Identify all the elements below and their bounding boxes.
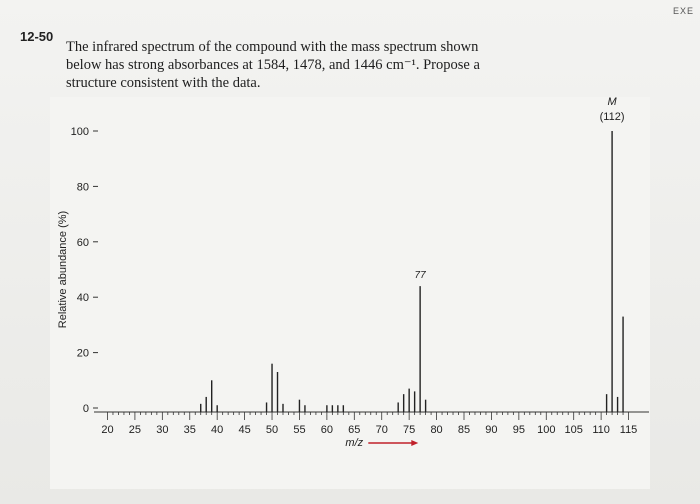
labels-group: 77 M (112) — [415, 96, 625, 281]
y-tick-label: 60 — [77, 237, 89, 249]
x-axis-label: m/z — [345, 437, 363, 449]
peak-annotation: M — [608, 97, 618, 108]
y-tick-label: 20 — [77, 348, 89, 360]
x-tick-label: 110 — [592, 424, 610, 436]
y-tick-label: 40 — [77, 292, 89, 304]
problem-line: The infrared spectrum of the compound wi… — [66, 39, 479, 55]
peak-annotation-sub: (112) — [600, 111, 625, 123]
y-tick-label: 100 — [71, 126, 89, 138]
x-tick-label: 35 — [184, 424, 196, 436]
axes-group: 0 20 40 60 80 100 Relative abundance (%) 20 25 30… — [57, 126, 649, 449]
x-tick-label: 70 — [376, 424, 388, 436]
x-tick-label: 25 — [129, 424, 141, 436]
x-axis-arrowhead — [411, 440, 419, 446]
x-tick-label: 55 — [293, 424, 305, 436]
x-tick-label: 90 — [485, 424, 497, 436]
corner-label: EXE — [672, 6, 694, 16]
y-tick-label: 80 — [77, 181, 89, 193]
x-tick-label: 80 — [430, 424, 442, 436]
x-tick-label: 85 — [458, 424, 470, 436]
problem-line: below has strong absorbances at 1584, 14… — [66, 57, 480, 73]
x-tick-label: 95 — [513, 424, 525, 436]
x-tick-label: 30 — [156, 424, 168, 436]
x-tick-label: 45 — [238, 424, 250, 436]
y-axis-label: Relative abundance (%) — [57, 211, 69, 328]
x-tick-label: 100 — [537, 424, 555, 436]
problem-number: 12-50 — [20, 29, 54, 44]
x-tick-label: 20 — [101, 424, 113, 436]
peak-annotation: 77 — [415, 270, 427, 281]
peaks-group — [200, 131, 624, 412]
x-tick-label: 75 — [403, 424, 415, 436]
y-tick-label: 0 — [83, 403, 89, 415]
x-tick-label: 115 — [620, 424, 638, 436]
problem-statement: The infrared spectrum of the compound wi… — [66, 38, 606, 92]
x-tick-label: 105 — [565, 424, 583, 436]
mass-spectrum-svg: 0 20 40 60 80 100 Relative abundance (%) 20 25 30… — [57, 96, 649, 449]
x-tick-label: 50 — [266, 424, 278, 436]
x-tick-label: 60 — [321, 424, 333, 436]
x-tick-label: 65 — [348, 424, 360, 436]
x-tick-label: 40 — [211, 424, 223, 436]
problem-line: structure consistent with the data. — [66, 75, 261, 91]
mass-spectrum-chart: 0 20 40 60 80 100 Relative abundance (%) 20 25 30… — [50, 96, 650, 489]
